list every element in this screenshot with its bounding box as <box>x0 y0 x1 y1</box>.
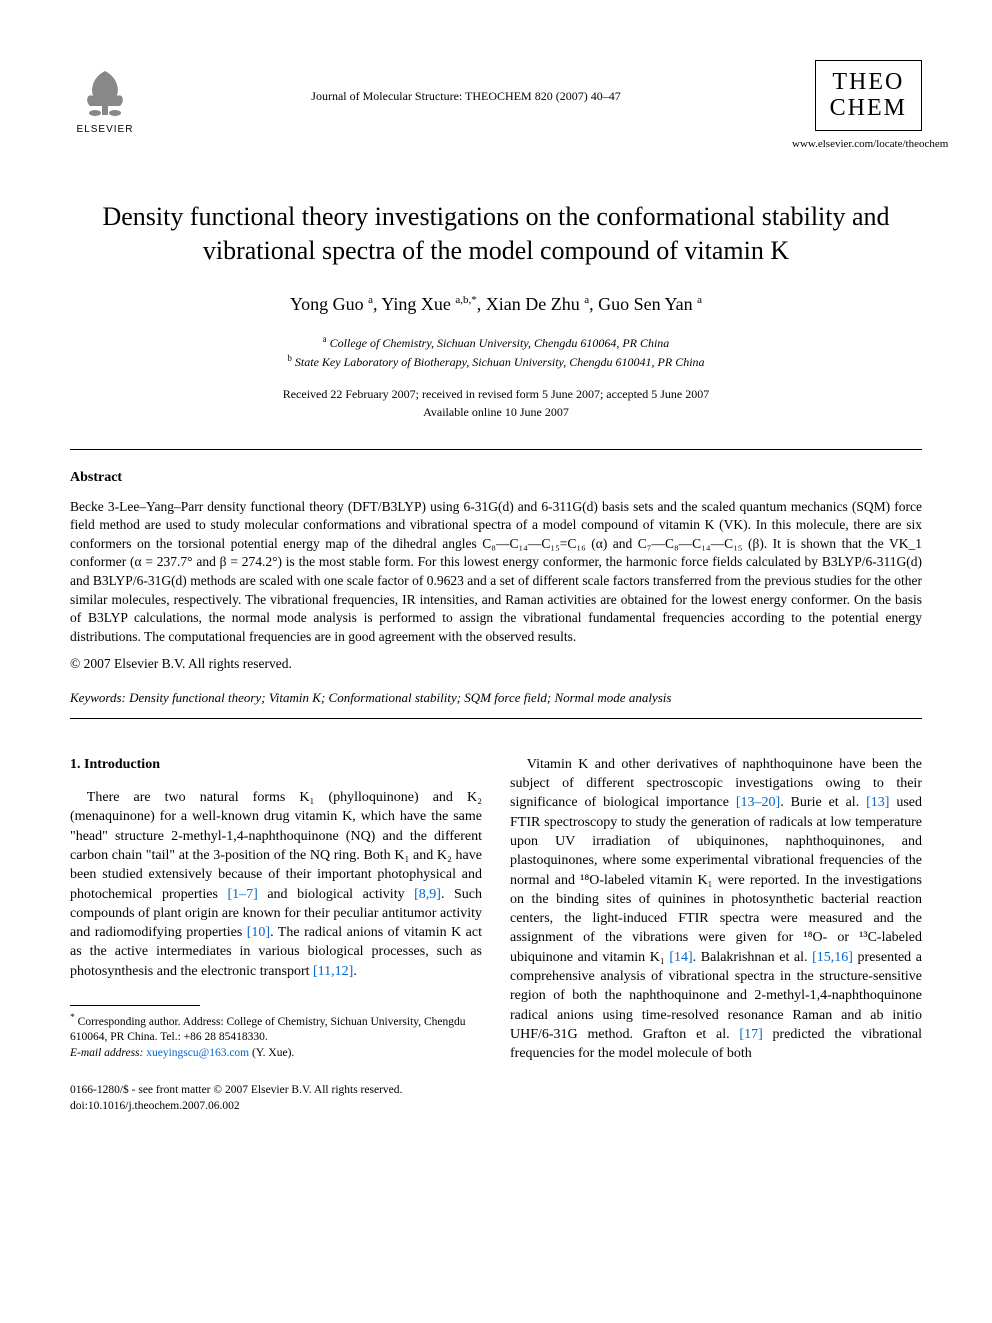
footnote-corr: Corresponding author. Address: College o… <box>70 1016 466 1044</box>
column-right: Vitamin K and other derivatives of napht… <box>510 755 922 1115</box>
divider-bottom <box>70 718 922 719</box>
page-header: ELSEVIER Journal of Molecular Structure:… <box>70 60 922 152</box>
footnote-separator <box>70 1005 200 1006</box>
journal-reference: Journal of Molecular Structure: THEOCHEM… <box>140 60 792 105</box>
footnote-email-who: (Y. Xue). <box>252 1047 294 1059</box>
affiliations: a College of Chemistry, Sichuan Universi… <box>70 333 922 371</box>
abstract-heading: Abstract <box>70 468 922 488</box>
online-date: Available online 10 June 2007 <box>423 405 569 419</box>
authors-line: Yong Guo a, Ying Xue a,b,*, Xian De Zhu … <box>70 292 922 317</box>
abstract-copyright: © 2007 Elsevier B.V. All rights reserved… <box>70 655 922 674</box>
article-dates: Received 22 February 2007; received in r… <box>70 385 922 421</box>
abstract-body: Becke 3-Lee–Yang–Parr density functional… <box>70 498 922 647</box>
affiliation-b: State Key Laboratory of Biotherapy, Sich… <box>295 355 705 369</box>
affiliation-a: College of Chemistry, Sichuan University… <box>330 336 670 350</box>
journal-url: www.elsevier.com/locate/theochem <box>792 137 922 152</box>
publisher-logo: ELSEVIER <box>70 60 140 138</box>
divider-top <box>70 449 922 450</box>
elsevier-tree-icon <box>75 61 135 121</box>
publisher-name: ELSEVIER <box>77 123 134 137</box>
intro-paragraph-1: There are two natural forms K₁ (phylloqu… <box>70 788 482 981</box>
journal-logo-line2: CHEM <box>830 95 907 121</box>
keywords-list: Density functional theory; Vitamin K; Co… <box>129 690 671 705</box>
received-date: Received 22 February 2007; received in r… <box>283 387 710 401</box>
section-1-heading: 1. Introduction <box>70 755 482 774</box>
footnote-email-label: E-mail address: <box>70 1047 143 1059</box>
article-title: Density functional theory investigations… <box>70 200 922 268</box>
body-columns: 1. Introduction There are two natural fo… <box>70 755 922 1115</box>
journal-logo-line1: THEO <box>832 69 904 95</box>
footnote-email[interactable]: xueyingscu@163.com <box>146 1047 249 1059</box>
keywords-label: Keywords: <box>70 690 126 705</box>
doi-line: doi:10.1016/j.theochem.2007.06.002 <box>70 1100 240 1112</box>
corresponding-author-footnote: * Corresponding author. Address: College… <box>70 1012 482 1061</box>
column-left: 1. Introduction There are two natural fo… <box>70 755 482 1115</box>
keywords: Keywords: Density functional theory; Vit… <box>70 689 922 707</box>
journal-logo: THEO CHEM <box>815 60 922 131</box>
intro-paragraph-2: Vitamin K and other derivatives of napht… <box>510 755 922 1064</box>
front-matter-line1: 0166-1280/$ - see front matter © 2007 El… <box>70 1084 402 1096</box>
journal-logo-block: THEO CHEM www.elsevier.com/locate/theoch… <box>792 60 922 152</box>
front-matter-meta: 0166-1280/$ - see front matter © 2007 El… <box>70 1083 482 1114</box>
